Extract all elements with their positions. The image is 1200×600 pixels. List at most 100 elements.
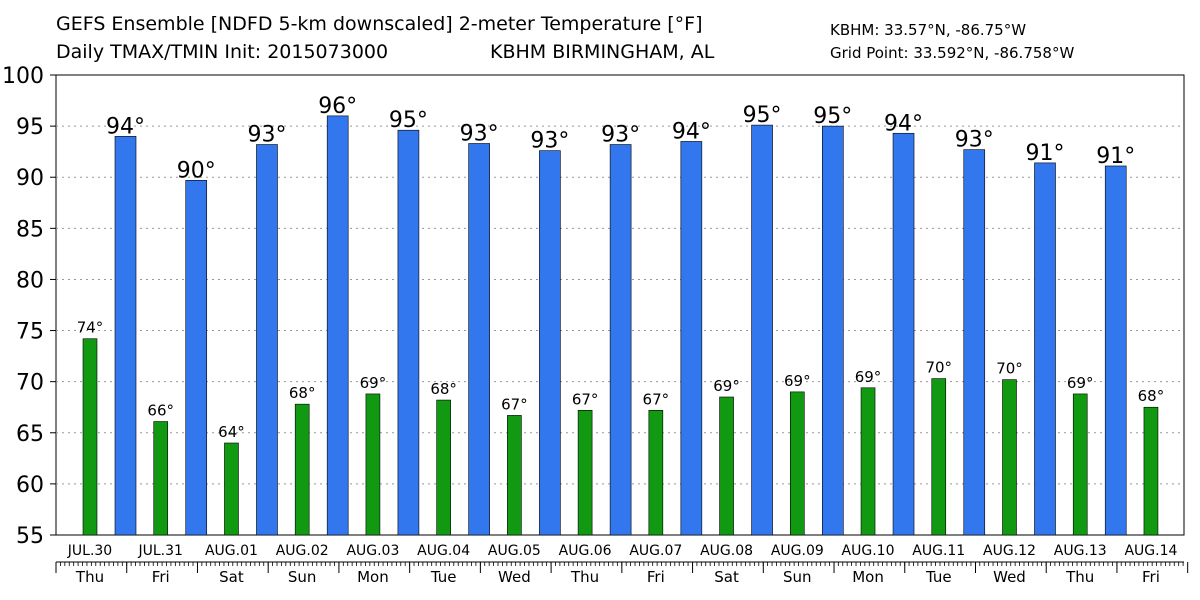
weekday-label: Mon [357, 568, 389, 586]
tmax-bar [468, 143, 490, 536]
tmax-data-label: 91° [1096, 144, 1135, 169]
date-label: AUG.11 [912, 543, 965, 559]
chart-title: GEFS Ensemble [NDFD 5-km downscaled] 2-m… [56, 13, 703, 35]
tmax-data-label: 93° [955, 128, 994, 153]
date-label: AUG.05 [488, 543, 541, 559]
weekday-label: Wed [498, 568, 531, 586]
tmax-bar [821, 125, 844, 536]
tmax-bar [963, 149, 986, 536]
date-label: AUG.01 [205, 543, 258, 559]
grid-point-coordinates: Grid Point: 33.592°N, -86.758°W [830, 44, 1075, 62]
weekday-label: Fri [647, 568, 665, 586]
tmax-data-label: 96° [318, 94, 357, 119]
tmin-bar [294, 403, 310, 536]
tmax-bar [397, 129, 420, 536]
tmin-data-label: 67° [501, 395, 528, 413]
tmin-data-label: 66° [147, 402, 174, 420]
y-tick-label: 100 [2, 64, 44, 89]
date-label: AUG.09 [771, 543, 824, 559]
tmax-data-label: 95° [389, 108, 428, 133]
date-label: AUG.04 [417, 543, 470, 559]
tmax-data-label: 94° [106, 114, 145, 139]
weekday-label: Thu [1065, 568, 1094, 586]
tmax-data-label: 93° [530, 129, 569, 154]
tmin-data-label: 68° [1138, 387, 1165, 405]
weekday-label: Fri [1142, 568, 1160, 586]
date-label: AUG.10 [842, 543, 895, 559]
date-label: AUG.06 [559, 543, 612, 559]
tmin-data-label: 64° [218, 423, 245, 441]
tmax-bar [680, 141, 703, 536]
tmin-bar [789, 391, 805, 536]
tmin-bar [1002, 379, 1017, 536]
tmin-data-label: 68° [289, 384, 316, 402]
tmin-bar [648, 409, 664, 536]
tmin-bar [224, 442, 239, 536]
date-label: JUL.30 [67, 543, 112, 559]
tmin-data-label: 69° [1067, 374, 1094, 392]
tmin-bar [719, 396, 734, 536]
tmin-data-label: 67° [572, 390, 599, 408]
tmax-data-label: 95° [743, 103, 782, 128]
tmin-data-label: 69° [855, 368, 882, 386]
tmax-bar [185, 179, 208, 536]
tmin-data-label: 74° [77, 319, 104, 337]
y-tick-label: 95 [16, 115, 44, 140]
tmin-bar [1143, 406, 1159, 536]
tmin-bar [931, 378, 947, 536]
y-tick-label: 65 [16, 422, 44, 447]
tmin-data-label: 67° [643, 390, 670, 408]
tmax-data-label: 93° [460, 121, 499, 146]
tmax-data-label: 90° [177, 158, 216, 183]
tmax-data-label: 94° [884, 111, 923, 136]
weekday-label: Sat [714, 568, 739, 586]
tmax-bar [751, 124, 773, 536]
tmax-bar [256, 144, 278, 536]
tmin-data-label: 69° [713, 377, 740, 395]
tmax-bar [892, 132, 915, 536]
weekday-label: Sun [783, 568, 812, 586]
weekday-label: Wed [993, 568, 1026, 586]
tmin-bar [436, 399, 451, 536]
station-coordinates: KBHM: 33.57°N, -86.75°W [830, 21, 1027, 39]
tmin-data-label: 70° [996, 360, 1023, 378]
tmin-data-label: 68° [430, 380, 457, 398]
tmax-bar [609, 144, 632, 536]
tmax-bar [326, 115, 349, 536]
tmin-bar [860, 387, 876, 536]
tmax-bar [1104, 165, 1127, 536]
tmin-bar [365, 393, 381, 536]
date-label: AUG.12 [983, 543, 1036, 559]
tmax-bar [1034, 162, 1056, 536]
chart-subtitle: Daily TMAX/TMIN Init: 2015073000 [56, 41, 389, 63]
tmin-data-label: 70° [925, 359, 952, 377]
tmax-data-label: 93° [247, 123, 286, 148]
weekday-label: Tue [430, 568, 457, 586]
tmax-bar [114, 136, 137, 536]
weekday-label: Sat [219, 568, 244, 586]
weekday-label: Sun [288, 568, 317, 586]
tmin-bar [577, 409, 593, 536]
tmin-data-label: 69° [784, 372, 811, 390]
date-label: AUG.02 [276, 543, 329, 559]
date-label: AUG.14 [1124, 543, 1177, 559]
date-label: AUG.07 [629, 543, 682, 559]
tmax-data-label: 94° [672, 119, 711, 144]
date-label: AUG.13 [1054, 543, 1107, 559]
y-tick-label: 75 [16, 320, 44, 345]
weekday-label: Mon [852, 568, 884, 586]
tmax-bar [539, 150, 561, 536]
tmin-bar [1072, 393, 1088, 536]
tmin-bar [82, 338, 98, 536]
tmin-bar [507, 415, 522, 536]
location-label: KBHM BIRMINGHAM, AL [490, 41, 715, 63]
y-tick-label: 55 [16, 524, 44, 549]
tmax-data-label: 95° [813, 104, 852, 129]
date-label: AUG.03 [346, 543, 399, 559]
y-tick-label: 70 [16, 371, 44, 396]
weekday-label: Tue [925, 568, 952, 586]
y-tick-label: 90 [16, 166, 44, 191]
tmax-data-label: 93° [601, 123, 640, 148]
y-tick-label: 60 [16, 473, 44, 498]
